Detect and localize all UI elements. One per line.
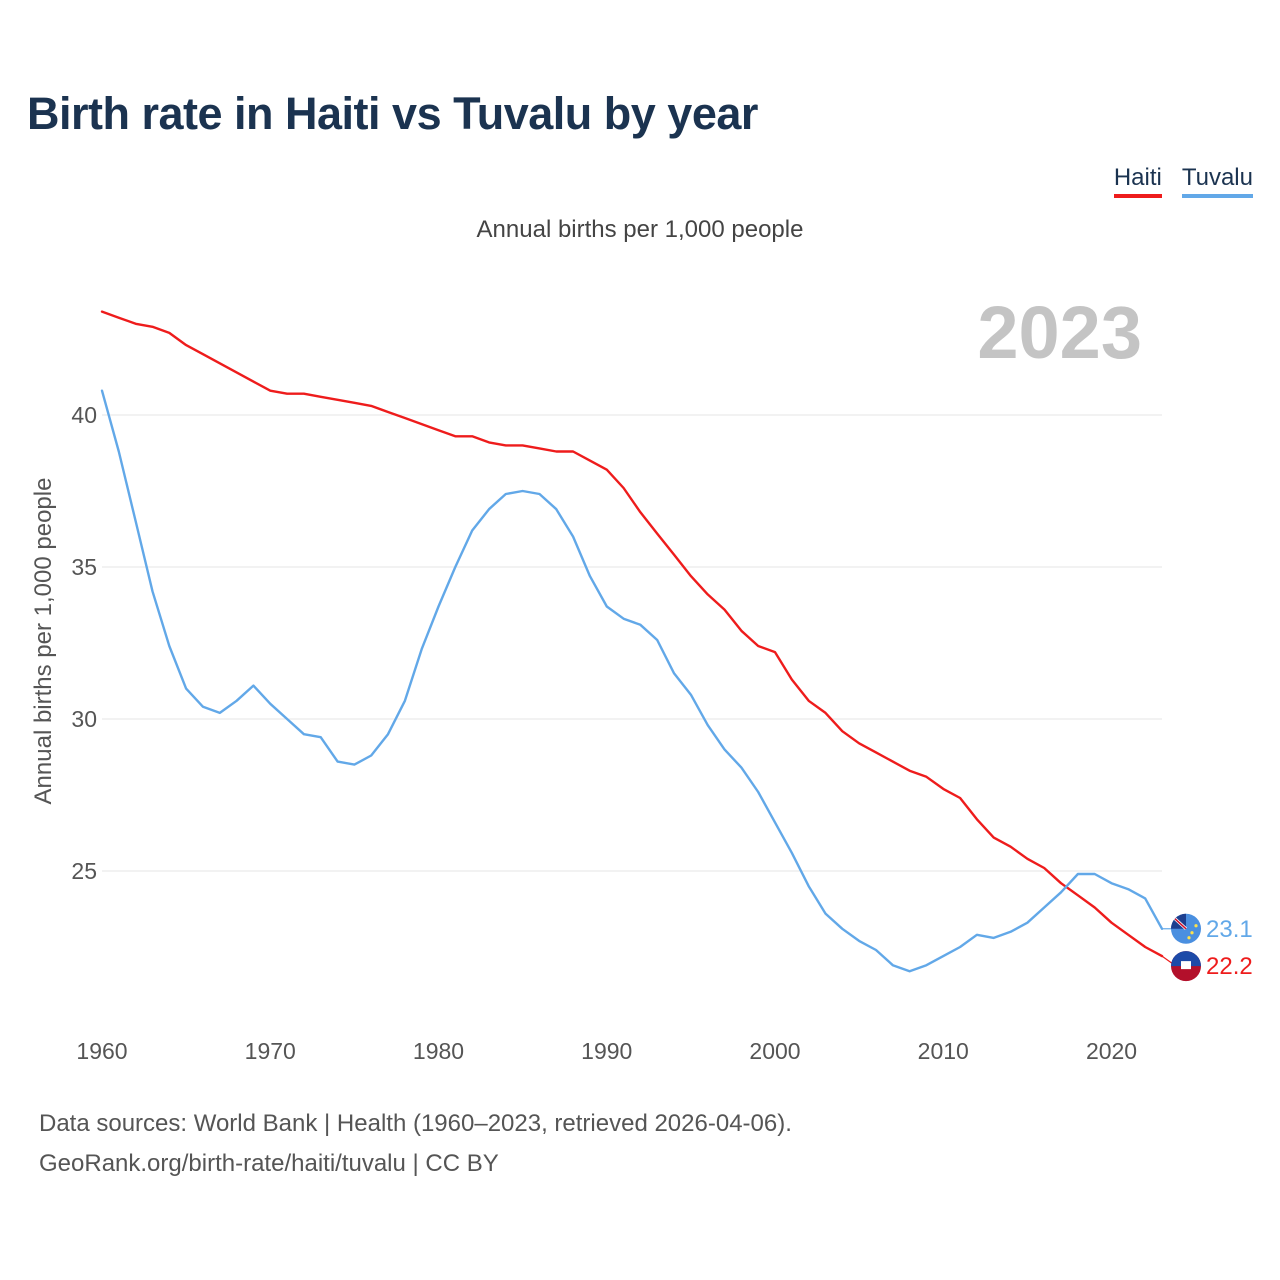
x-tick-label: 1970 [245,1038,296,1064]
x-tick-label: 2010 [918,1038,969,1064]
end-markers: 22.2 23.1 [1161,913,1253,982]
y-axis-label: Annual births per 1,000 people [30,478,57,805]
y-tick-label: 40 [71,402,97,428]
chart-subtitle: Annual births per 1,000 people [476,216,804,243]
flag-icon-haiti [1171,951,1201,982]
series-lines [100,310,1164,973]
legend-item-haiti[interactable]: Haiti [1113,164,1162,198]
chart-title: Birth rate in Haiti vs Tuvalu by year [27,88,758,139]
y-tick-label: 35 [71,554,97,580]
end-value-label-tuvalu: 23.1 [1206,916,1253,943]
x-tick-label: 2000 [749,1038,800,1064]
series-line-tuvalu[interactable] [100,389,1164,973]
x-tick-label: 1960 [76,1038,127,1064]
x-tick-label: 1980 [413,1038,464,1064]
source-note: Data sources: World Bank | Health (1960–… [39,1104,792,1184]
source-line-1: Data sources: World Bank | Health (1960–… [39,1110,792,1137]
flag-icon-tuvalu [1171,913,1201,944]
end-value-label-haiti: 22.2 [1206,953,1253,980]
y-tick-label: 25 [71,858,97,884]
legend: Haiti Tuvalu [1113,164,1253,198]
y-tick-label: 30 [71,706,97,732]
x-axis-ticks: 1960 1970 1980 1990 2000 2010 2020 [76,1038,1137,1064]
gridlines [102,414,1162,872]
source-line-2[interactable]: GeoRank.org/birth-rate/haiti/tuvalu | CC… [39,1150,499,1177]
legend-item-tuvalu[interactable]: Tuvalu [1181,164,1253,198]
x-tick-label: 1990 [581,1038,632,1064]
y-axis-ticks: 25 30 35 40 [71,402,97,884]
x-tick-label: 2020 [1086,1038,1137,1064]
series-line-haiti[interactable] [100,310,1164,958]
year-badge: 2023 [977,291,1142,374]
